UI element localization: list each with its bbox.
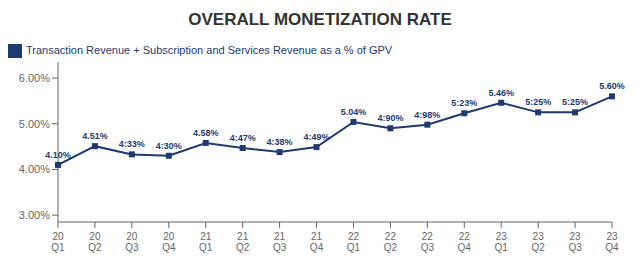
svg-text:4:90%: 4:90% xyxy=(377,113,403,123)
svg-text:4:38%: 4:38% xyxy=(267,137,293,147)
html-text:OVERALL MONETIZATION RATE: OVERALL MONETIZATION RATE xyxy=(188,10,452,29)
svg-text:20Q3: 20Q3 xyxy=(125,231,139,253)
svg-text:4:33%: 4:33% xyxy=(119,139,145,149)
svg-text:23Q4: 23Q4 xyxy=(605,231,619,253)
svg-text:4:98%: 4:98% xyxy=(414,110,440,120)
svg-text:21Q3: 21Q3 xyxy=(273,231,287,253)
svg-text:22Q2: 22Q2 xyxy=(384,231,398,253)
svg-text:22Q3: 22Q3 xyxy=(421,231,435,253)
svg-text:20Q4: 20Q4 xyxy=(162,231,176,253)
svg-text:4.51%: 4.51% xyxy=(82,131,108,141)
svg-text:22Q1: 22Q1 xyxy=(347,231,361,253)
svg-text:21Q2: 21Q2 xyxy=(236,231,250,253)
svg-text:3.00%: 3.00% xyxy=(19,209,50,221)
svg-text:5.60%: 5.60% xyxy=(599,81,625,91)
svg-text:20Q2: 20Q2 xyxy=(88,231,102,253)
svg-text:21Q1: 21Q1 xyxy=(199,231,213,253)
svg-text:20Q1: 20Q1 xyxy=(51,231,65,253)
svg-text:5.04%: 5.04% xyxy=(341,107,367,117)
svg-text:4.58%: 4.58% xyxy=(193,128,219,138)
svg-text:5:25%: 5:25% xyxy=(562,97,588,107)
svg-text:22Q4: 22Q4 xyxy=(458,231,472,253)
svg-text:23Q1: 23Q1 xyxy=(495,231,509,253)
svg-text:4.00%: 4.00% xyxy=(19,163,50,175)
svg-text:5:23%: 5:23% xyxy=(451,98,477,108)
svg-text:5:25%: 5:25% xyxy=(525,97,551,107)
svg-text:4.10%: 4.10% xyxy=(45,150,71,160)
svg-text:4:30%: 4:30% xyxy=(156,141,182,151)
svg-text:5.46%: 5.46% xyxy=(488,88,514,98)
html-text:Transaction Revenue + Subscrip: Transaction Revenue + Subscription and S… xyxy=(26,44,393,56)
svg-text:6.00%: 6.00% xyxy=(19,72,50,84)
svg-text:4:49%: 4:49% xyxy=(304,132,330,142)
svg-text:21Q4: 21Q4 xyxy=(310,231,324,253)
svg-text:23Q2: 23Q2 xyxy=(531,231,545,253)
svg-text:5.00%: 5.00% xyxy=(19,118,50,130)
svg-text:23Q3: 23Q3 xyxy=(568,231,582,253)
svg-text:4:47%: 4:47% xyxy=(230,133,256,143)
